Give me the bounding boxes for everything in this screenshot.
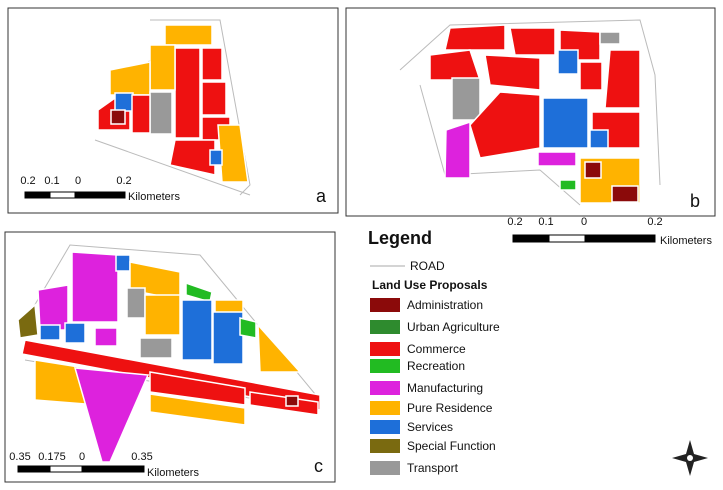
legend-title: Legend: [368, 228, 432, 248]
scale-bar: [24, 191, 126, 199]
scale-bar: [17, 465, 145, 473]
legend-swatch: [370, 359, 400, 373]
scale-label: 0: [79, 451, 85, 463]
legend-swatch: [370, 381, 400, 395]
legend-label: Administration: [407, 298, 483, 312]
land-use-blocks: [97, 24, 249, 183]
legend-label: Recreation: [407, 359, 465, 373]
scale-label: 0.2: [20, 175, 35, 187]
legend-label: Commerce: [407, 342, 466, 356]
panel-letter: a: [316, 186, 327, 206]
scale-unit: Kilometers: [660, 235, 712, 247]
legend-label: Services: [407, 420, 453, 434]
scale-bar: [512, 234, 656, 243]
land-use-blocks: [429, 24, 641, 204]
legend-label: Urban Agriculture: [407, 320, 500, 334]
legend-swatch: [370, 401, 400, 415]
panel-c: 0.35 0.175 0 0.35 Kilometers c: [4, 231, 336, 483]
north-arrow: [672, 440, 708, 476]
scale-label: 0: [581, 216, 587, 228]
legend-label: Transport: [407, 461, 459, 475]
legend-subtitle: Land Use Proposals: [372, 278, 488, 292]
legend-swatch: [370, 439, 400, 453]
scale-label: 0.35: [9, 451, 30, 463]
scale-label: 0.2: [116, 175, 131, 187]
legend-label: Special Function: [407, 439, 496, 453]
scale-label: 0.35: [131, 451, 152, 463]
panel-letter: c: [314, 456, 323, 476]
legend-swatch: [370, 342, 400, 356]
legend-label: Pure Residence: [407, 401, 493, 415]
legend-swatch: [370, 420, 400, 434]
legend-road: ROAD: [410, 259, 445, 273]
scale-unit: Kilometers: [147, 467, 199, 479]
legend-swatch: [370, 320, 400, 334]
legend-label: Manufacturing: [407, 381, 483, 395]
land-use-blocks: [17, 251, 321, 463]
scale-label: 0.1: [44, 175, 59, 187]
legend-swatch: [370, 298, 400, 312]
panel-letter: b: [690, 191, 700, 211]
scale-label: 0.175: [38, 451, 66, 463]
scale-label: 0.2: [507, 216, 522, 228]
panel-b: b: [345, 7, 716, 217]
legend-swatch: [370, 461, 400, 475]
scale-label: 0.2: [647, 216, 662, 228]
scale-unit: Kilometers: [128, 191, 180, 203]
scale-label: 0: [75, 175, 81, 187]
scale-label: 0.1: [538, 216, 553, 228]
panel-a: 0.2 0.1 0 0.2 Kilometers a: [7, 7, 339, 214]
legend: Legend ROAD Land Use Proposals Administr…: [368, 228, 500, 475]
